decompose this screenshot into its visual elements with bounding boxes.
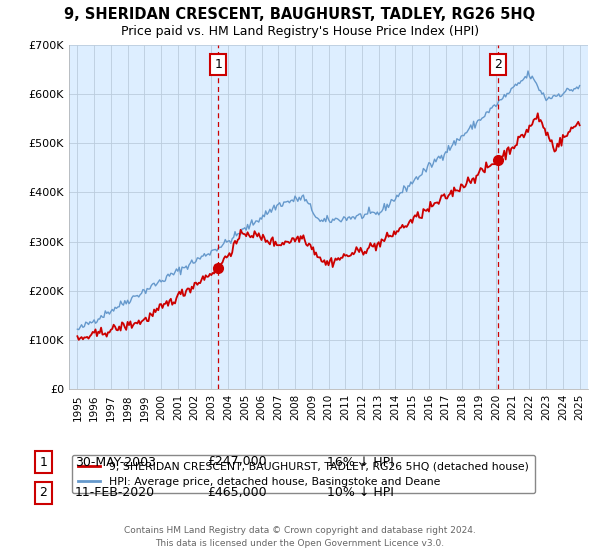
Text: 1: 1 (214, 58, 222, 71)
Text: Contains HM Land Registry data © Crown copyright and database right 2024.: Contains HM Land Registry data © Crown c… (124, 526, 476, 535)
Text: 2: 2 (39, 486, 47, 500)
Text: 10% ↓ HPI: 10% ↓ HPI (327, 486, 394, 500)
Legend: 9, SHERIDAN CRESCENT, BAUGHURST, TADLEY, RG26 5HQ (detached house), HPI: Average: 9, SHERIDAN CRESCENT, BAUGHURST, TADLEY,… (72, 455, 535, 493)
Text: 1: 1 (39, 455, 47, 469)
Text: 16% ↓ HPI: 16% ↓ HPI (327, 455, 394, 469)
Text: 11-FEB-2020: 11-FEB-2020 (75, 486, 155, 500)
Text: £465,000: £465,000 (207, 486, 266, 500)
Text: Price paid vs. HM Land Registry's House Price Index (HPI): Price paid vs. HM Land Registry's House … (121, 25, 479, 38)
Text: £247,000: £247,000 (207, 455, 266, 469)
Text: 2: 2 (494, 58, 502, 71)
Text: This data is licensed under the Open Government Licence v3.0.: This data is licensed under the Open Gov… (155, 539, 445, 548)
Text: 30-MAY-2003: 30-MAY-2003 (75, 455, 156, 469)
Text: 9, SHERIDAN CRESCENT, BAUGHURST, TADLEY, RG26 5HQ: 9, SHERIDAN CRESCENT, BAUGHURST, TADLEY,… (64, 7, 536, 22)
